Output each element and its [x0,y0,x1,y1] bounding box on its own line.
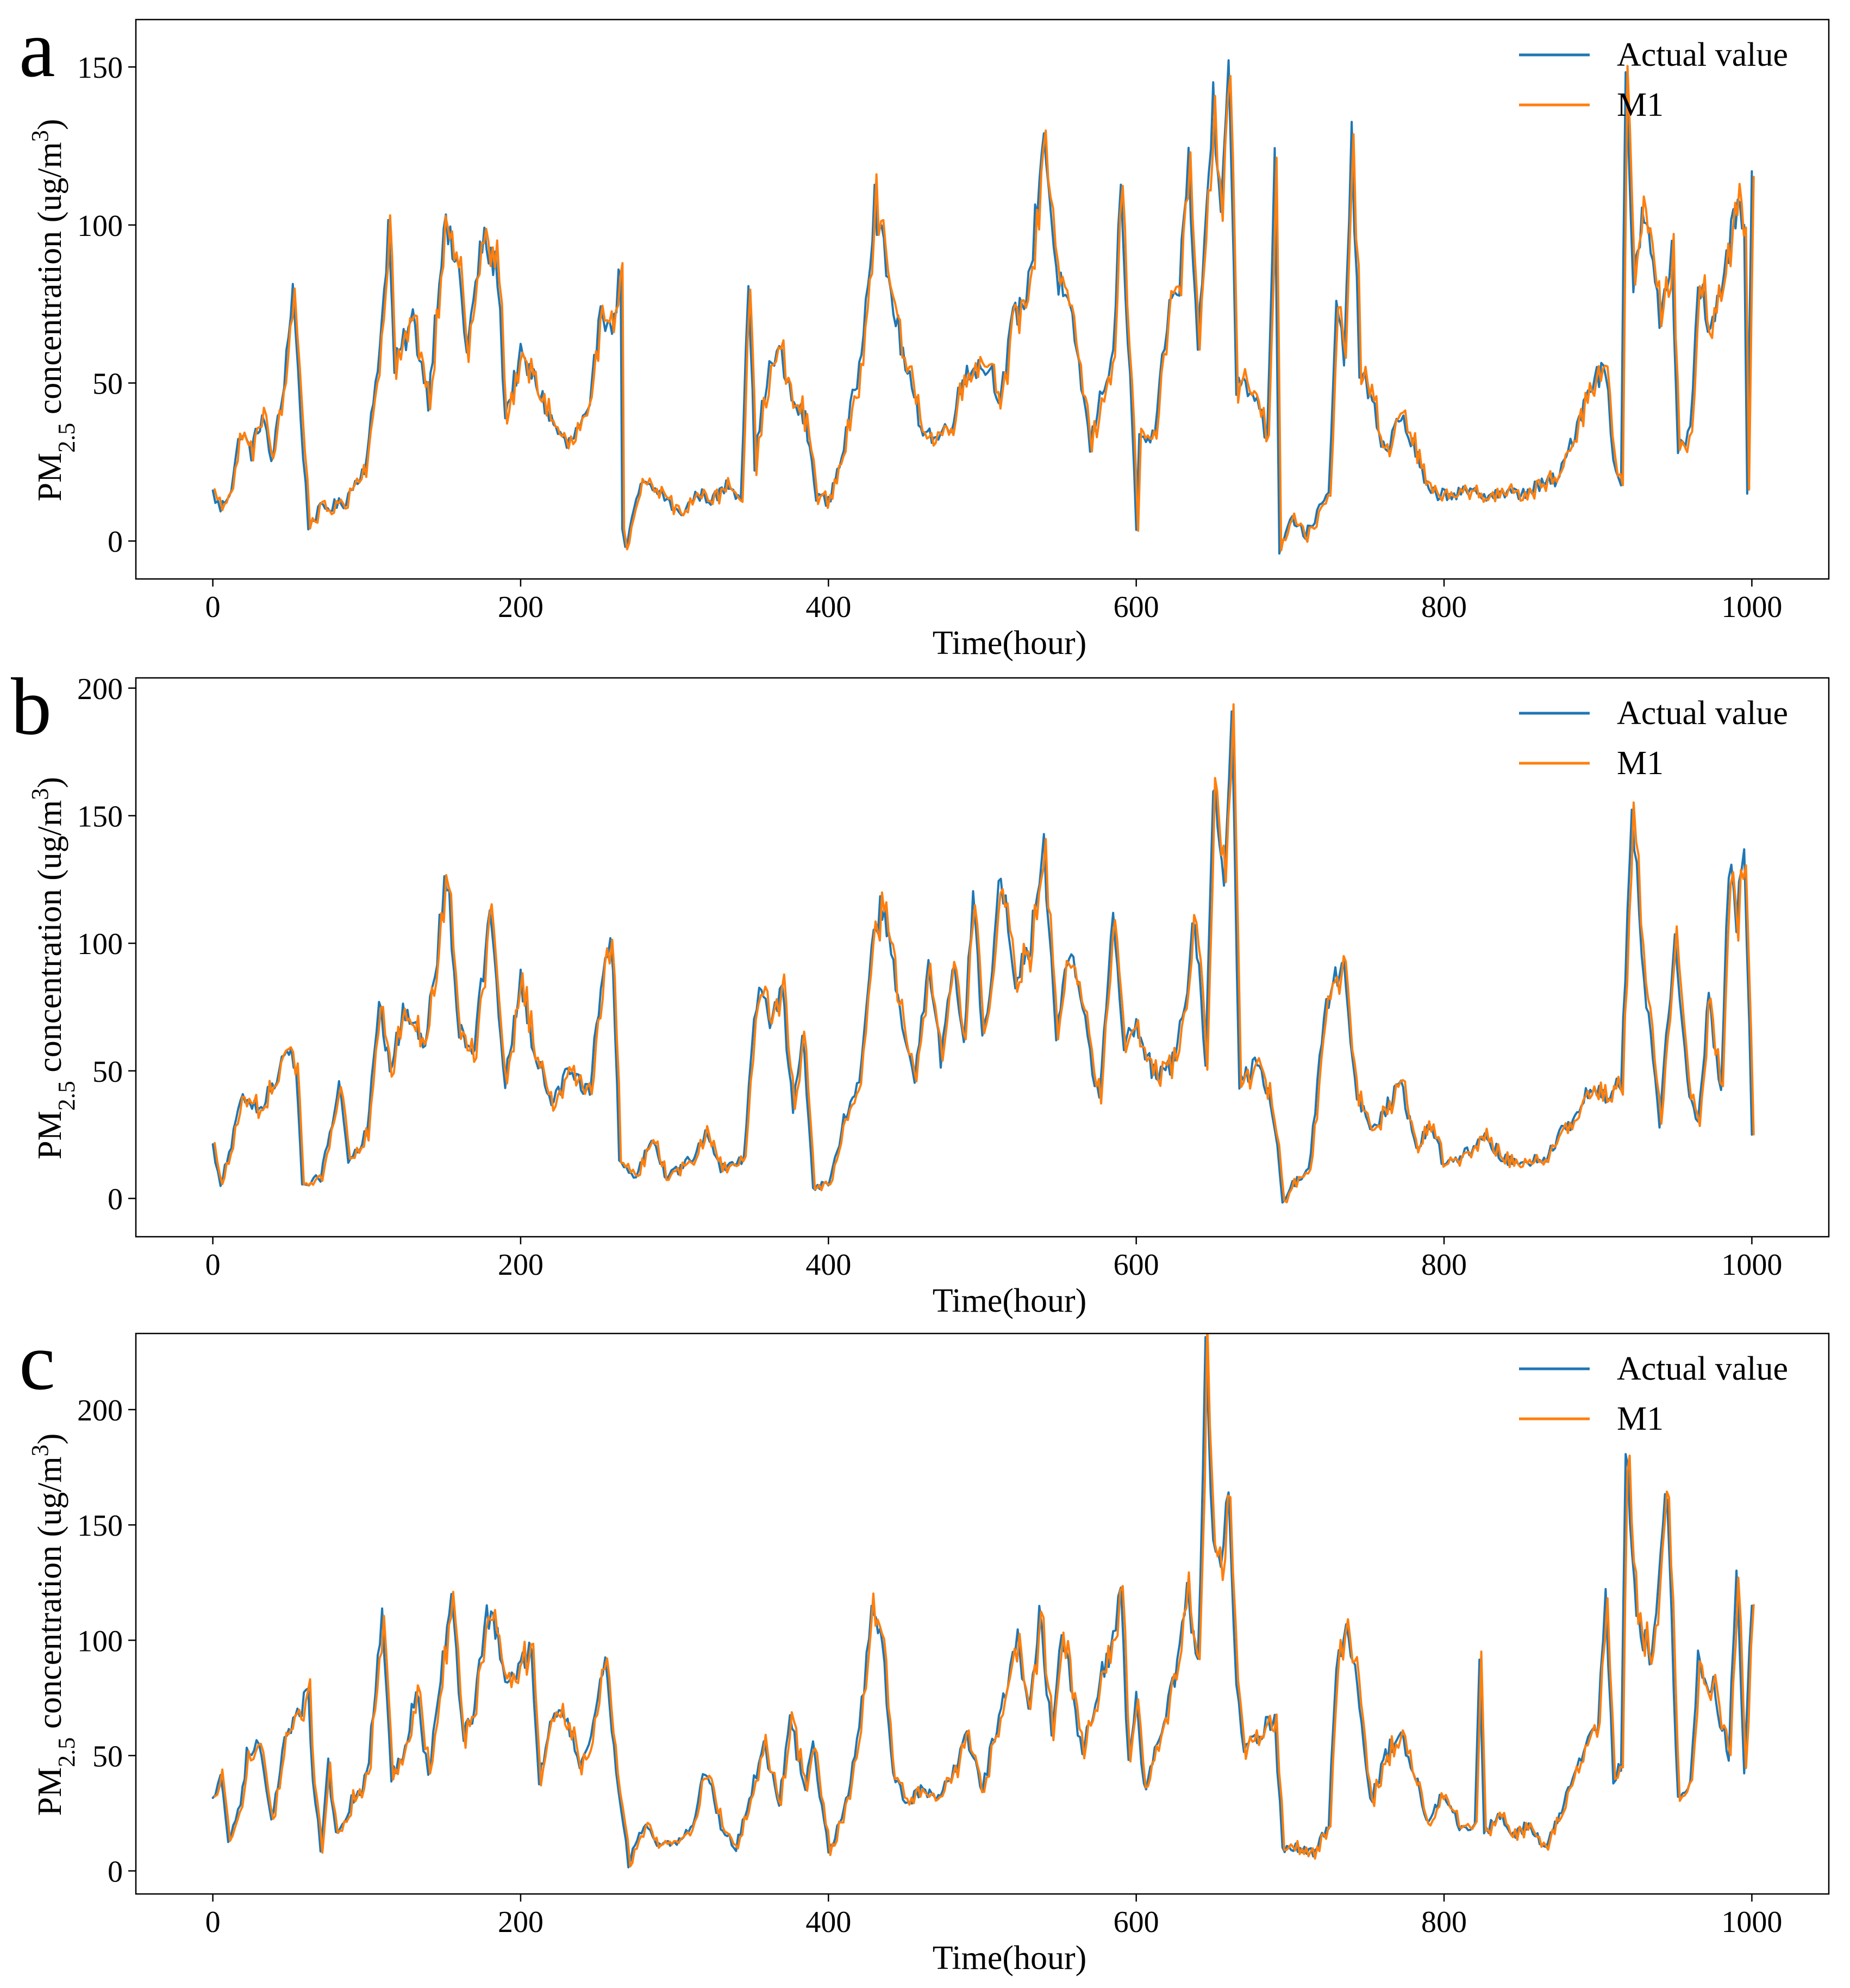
series-m1-line [214,703,1755,1204]
y-tick-label: 150 [77,1509,123,1543]
y-tick-label: 50 [92,1740,123,1773]
legend: Actual value M1 [1519,36,1788,123]
legend-m1-label: M1 [1617,86,1664,123]
x-axis-label: Time(hour) [933,625,1087,662]
panel-letter: a [19,4,55,94]
y-axis-label: PM2.5 concentration (ug/m3) [27,119,80,502]
legend: Actual value M1 [1519,695,1788,782]
series-actual-line [211,710,1753,1204]
x-tick-label: 800 [1421,1248,1467,1282]
y-tick-label: 200 [77,1394,123,1428]
panel-letter: b [11,662,52,752]
x-tick-label: 0 [205,590,221,624]
x-tick-label: 800 [1421,590,1467,624]
x-tick-label: 1000 [1721,1248,1782,1282]
x-tick-label: 600 [1114,1905,1159,1939]
x-tick-label: 400 [805,590,851,624]
x-tick-label: 800 [1421,1905,1467,1939]
panel-letter: c [19,1317,55,1407]
legend-actual-label: Actual value [1617,36,1788,73]
y-axis-label: PM2.5 concentration (ug/m3) [27,1434,80,1816]
x-tick-label: 200 [498,1905,543,1939]
legend: Actual value M1 [1519,1350,1788,1437]
x-tick-label: 0 [205,1248,221,1282]
plot-frame [135,18,1830,580]
series-m1-line [214,65,1755,552]
plot-frame [135,677,1830,1238]
x-axis-label: Time(hour) [933,1282,1087,1319]
x-tick-label: 600 [1114,590,1159,624]
panel-a: a 0 200 400 600 800 1000 0 50 100 150 Time(hour) PM2… [19,4,1830,662]
y-tick-label: 0 [108,1855,123,1889]
y-tick-label: 150 [77,51,123,85]
y-tick-label: 100 [77,927,123,961]
legend-actual-label: Actual value [1617,695,1788,732]
y-tick-label: 200 [77,672,123,706]
x-tick-label: 1000 [1721,590,1782,624]
x-tick-label: 0 [205,1905,221,1939]
y-tick-label: 100 [77,209,123,243]
y-tick-label: 0 [108,525,123,559]
x-tick-label: 400 [805,1905,851,1939]
legend-m1-label: M1 [1617,1400,1664,1437]
series-actual-line [211,59,1753,555]
y-tick-label: 150 [77,800,123,833]
y-tick-label: 0 [108,1183,123,1217]
y-tick-label: 50 [92,1055,123,1089]
plot-frame [135,1332,1830,1895]
panel-c: c 0 200 400 600 800 1000 0 50 100 150 200 Time(hour)… [19,1317,1830,1977]
x-tick-label: 600 [1114,1248,1159,1282]
x-tick-label: 200 [498,1248,543,1282]
panel-b: b 0 200 400 600 800 1000 0 50 100 150 200 Time(hour)… [11,662,1830,1319]
x-tick-label: 400 [805,1248,851,1282]
series-m1-line [214,1333,1755,1868]
y-tick-label: 100 [77,1624,123,1658]
y-tick-label: 50 [92,367,123,401]
legend-m1-label: M1 [1617,745,1664,782]
y-axis-label: PM2.5 concentration (ug/m3) [27,777,80,1160]
x-tick-label: 200 [498,590,543,624]
x-tick-label: 1000 [1721,1905,1782,1939]
x-axis-label: Time(hour) [933,1940,1087,1977]
legend-actual-label: Actual value [1617,1350,1788,1387]
